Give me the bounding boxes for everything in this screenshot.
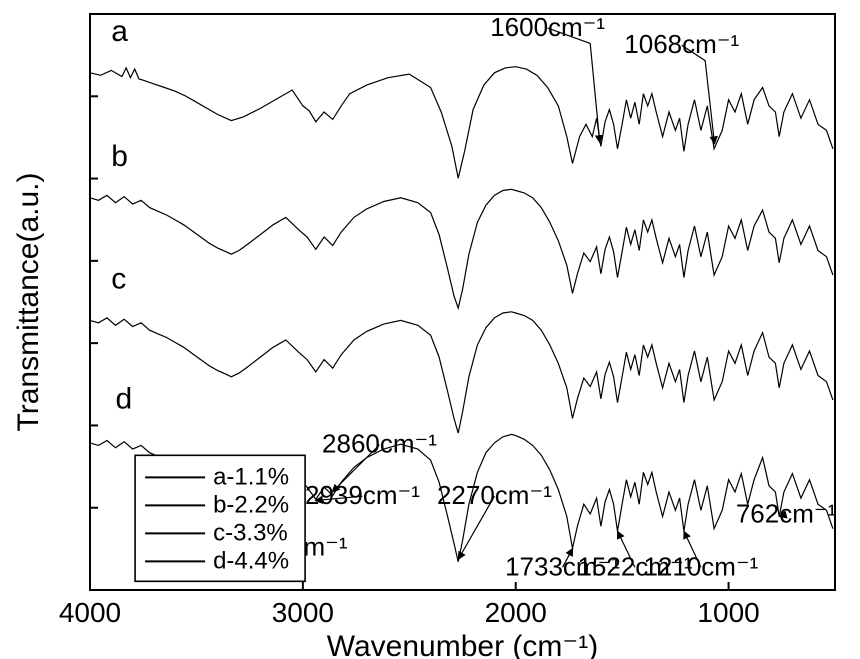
series-label-b: b	[111, 140, 128, 173]
svg-text:3000: 3000	[272, 597, 334, 628]
svg-text:1000: 1000	[697, 597, 759, 628]
svg-text:Transmittance(a.u.): Transmittance(a.u.)	[12, 173, 45, 432]
series-label-d: d	[116, 383, 133, 416]
annotation-label: 762cm⁻¹	[736, 499, 837, 529]
annotation-label: 1600cm⁻¹	[490, 12, 605, 42]
series-label-a: a	[111, 15, 128, 48]
legend-label: c-3.3%	[213, 519, 288, 546]
annotation-label: 2939cm⁻¹	[305, 480, 420, 510]
annotation-label: 1210cm⁻¹	[643, 551, 758, 581]
chart-container: 4000 3000 2000 1000 Wavenumber (cm⁻¹) Transmi…	[0, 0, 860, 659]
annotation-label: 1068cm⁻¹	[624, 29, 739, 59]
ftir-chart: 4000 3000 2000 1000 Wavenumber (cm⁻¹) Transmi…	[0, 0, 860, 659]
svg-text:Wavenumber (cm⁻¹): Wavenumber (cm⁻¹)	[327, 630, 598, 659]
series-label-c: c	[111, 263, 126, 296]
annotation-label: 2270cm⁻¹	[437, 480, 552, 510]
svg-text:4000: 4000	[59, 597, 121, 628]
legend-label: d-4.4%	[213, 547, 289, 574]
annotation-label: 2860cm⁻¹	[322, 429, 437, 459]
svg-text:2000: 2000	[485, 597, 547, 628]
legend-label: a-1.1%	[213, 463, 289, 490]
legend-label: b-2.2%	[213, 491, 289, 518]
